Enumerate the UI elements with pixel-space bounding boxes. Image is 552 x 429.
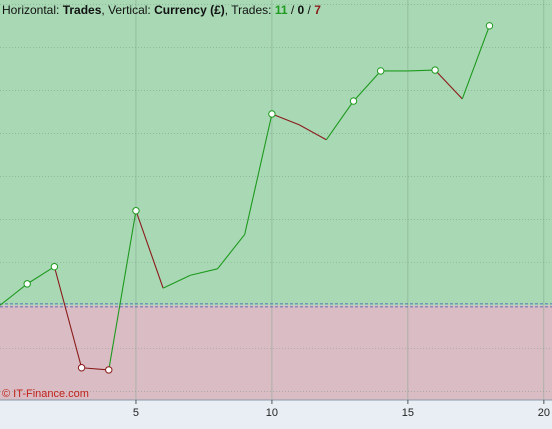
- trade-marker: [268, 110, 276, 118]
- equity-segment: [53, 266, 83, 368]
- vertical-label: , Vertical:: [101, 3, 154, 17]
- equity-segment: [353, 70, 382, 102]
- watermark: © IT-Finance.com: [2, 388, 89, 400]
- trade-marker: [50, 262, 59, 271]
- separator-2: /: [304, 3, 314, 17]
- trade-marker: [105, 366, 113, 374]
- even-count: 0: [298, 3, 305, 17]
- trade-marker: [485, 22, 494, 30]
- equity-segment: [26, 266, 55, 285]
- trade-marker: [132, 207, 140, 215]
- equity-segment: [81, 367, 109, 371]
- trade-marker: [376, 67, 385, 75]
- trade-marker: [431, 66, 439, 74]
- equity-segment: [190, 268, 218, 276]
- trade-marker: [23, 280, 31, 288]
- equity-segment: [217, 234, 246, 270]
- x-tick-label: 10: [266, 407, 278, 419]
- equity-segment: [162, 274, 191, 289]
- equity-segment: [108, 210, 137, 370]
- equity-segment: [434, 69, 463, 100]
- x-tick-label: 15: [402, 407, 414, 419]
- grid-lines: [0, 0, 552, 401]
- chart-header: Horizontal: Trades, Vertical: Currency (…: [2, 3, 321, 17]
- x-tick-label: 5: [133, 407, 139, 419]
- x-tick-label: 20: [538, 407, 550, 419]
- equity-segment: [298, 124, 327, 141]
- horizontal-value: Trades: [63, 3, 102, 17]
- equity-segment: [407, 69, 436, 72]
- zero-baseline: [0, 303, 552, 308]
- equity-segment: [244, 113, 273, 235]
- trade-markers: [23, 22, 494, 374]
- x-axis-ticks: 5 10 15 20: [133, 400, 550, 419]
- wins-count: 11: [275, 3, 288, 17]
- profit-zone: [0, 0, 552, 306]
- equity-segment: [461, 25, 490, 100]
- trades-label: , Trades:: [225, 3, 275, 17]
- trade-marker: [77, 364, 86, 372]
- equity-segment: [0, 283, 28, 306]
- separator-1: /: [288, 3, 298, 17]
- equity-segment: [135, 210, 164, 289]
- losses-count: 7: [314, 3, 321, 17]
- equity-segment: [271, 113, 300, 126]
- horizontal-label: Horizontal:: [2, 3, 63, 17]
- trade-marker: [349, 97, 358, 105]
- loss-zone: [0, 305, 552, 400]
- equity-series: [0, 25, 490, 371]
- equity-segment: [325, 100, 354, 141]
- vertical-value: Currency (£): [154, 3, 225, 17]
